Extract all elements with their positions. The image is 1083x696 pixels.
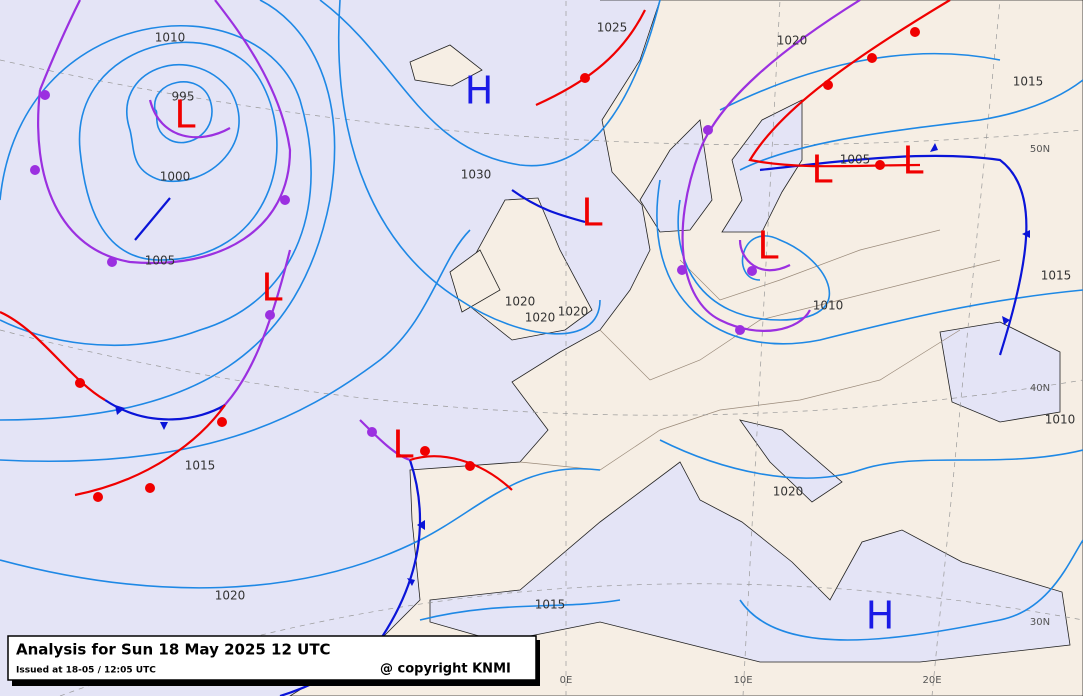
- isobar-label: 1020: [777, 34, 808, 48]
- caption-copyright: @ copyright KNMI: [380, 662, 511, 677]
- fronts: [0, 0, 1030, 696]
- isobar-label: 1010: [813, 299, 844, 313]
- high-center: H: [465, 69, 494, 113]
- isobar-label: 1010: [1045, 413, 1076, 427]
- isobar-label: 995: [172, 90, 195, 104]
- isobar-label: 1020: [505, 295, 536, 309]
- isobar-label: 1020: [773, 485, 804, 499]
- low-center: L: [174, 93, 195, 137]
- isobar-label: 1005: [840, 153, 871, 167]
- caption-issued: Issued at 18-05 / 12:05 UTC: [16, 666, 156, 676]
- caption: Analysis for Sun 18 May 2025 12 UTC Issu…: [7, 635, 540, 686]
- latitude-label: 40N: [1030, 383, 1050, 394]
- pressure-labels: 1010 995 1000 1005 1025 1020 1015 1030 1…: [145, 21, 1076, 612]
- isobar-label: 1015: [185, 459, 216, 473]
- isobar-label: 1020: [525, 311, 556, 325]
- longitude-label: 10E: [733, 675, 752, 686]
- longitude-label: 0E: [560, 675, 573, 686]
- caption-title: Analysis for Sun 18 May 2025 12 UTC: [16, 641, 331, 659]
- pressure-centers: H L L L L L L L H: [174, 69, 923, 638]
- low-center: L: [811, 148, 832, 192]
- high-center: H: [866, 594, 895, 638]
- isobar-label: 1020: [215, 589, 246, 603]
- grid-labels: 50N 40N 30N 0E 10E 20E: [560, 144, 1050, 686]
- isobar-label: 1000: [160, 170, 191, 184]
- latitude-label: 30N: [1030, 617, 1050, 628]
- longitude-label: 20E: [922, 675, 941, 686]
- low-center: L: [757, 224, 778, 268]
- low-center: L: [261, 266, 282, 310]
- isobar-label: 1015: [1013, 75, 1044, 89]
- isobar-label: 1030: [461, 168, 492, 182]
- isobar-label: 1010: [155, 31, 186, 45]
- isobar-label: 1005: [145, 254, 176, 268]
- low-center: L: [392, 423, 413, 467]
- latitude-label: 50N: [1030, 144, 1050, 155]
- low-center: L: [902, 139, 923, 183]
- low-center: L: [581, 191, 602, 235]
- isobar-label: 1015: [535, 598, 566, 612]
- isobar-label: 1020: [558, 305, 589, 319]
- isobar-label: 1025: [597, 21, 628, 35]
- isobar-label: 1015: [1041, 269, 1072, 283]
- caption-box: [7, 635, 537, 681]
- isobars: [0, 0, 1083, 641]
- land: [289, 0, 1083, 696]
